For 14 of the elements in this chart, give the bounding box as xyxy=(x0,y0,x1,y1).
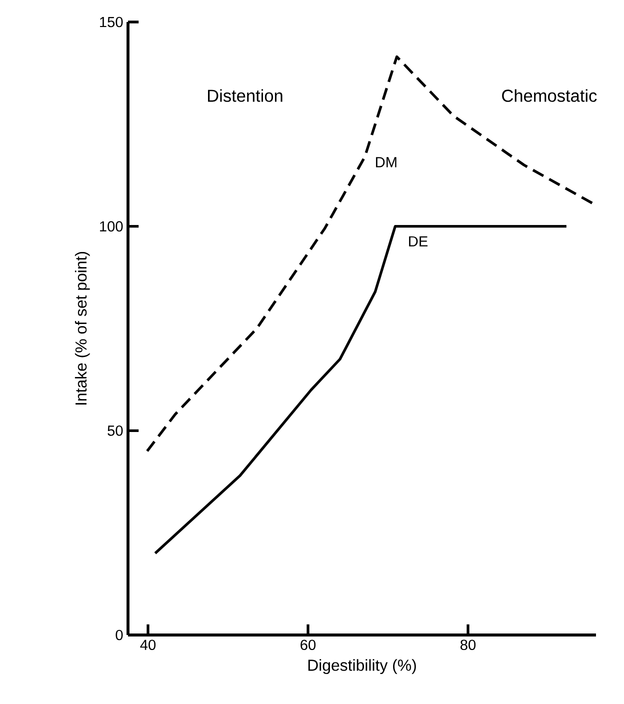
annotation: Chemostatic xyxy=(502,89,597,102)
series-label: DM xyxy=(376,157,396,168)
y-tick-label: 0 xyxy=(116,630,123,640)
x-tick-label: 60 xyxy=(300,640,316,650)
y-tick-label: 50 xyxy=(108,426,123,436)
y-tick-label: 100 xyxy=(100,221,123,232)
y-tick-label: 150 xyxy=(100,16,123,28)
series-label: DE xyxy=(409,236,428,246)
x-tick-label: 80 xyxy=(460,640,476,650)
line-series xyxy=(154,225,568,555)
x-axis-title: Digestibility (%) xyxy=(308,659,416,674)
y-axis-title: Intake (% of set point) xyxy=(74,252,90,405)
x-tick-label: 40 xyxy=(140,640,156,650)
annotation: Distention xyxy=(208,89,282,102)
